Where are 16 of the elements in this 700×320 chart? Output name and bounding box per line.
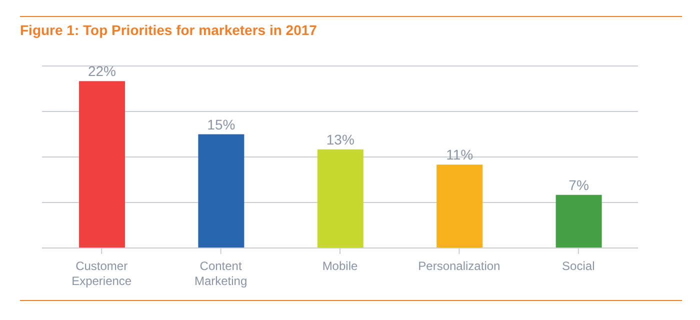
data-label: 11%: [446, 146, 474, 163]
x-tick-label: Customer Experience: [72, 259, 132, 288]
bar: [317, 149, 364, 248]
chart-title: Figure 1: Top Priorities for marketers in 2017: [20, 22, 317, 38]
data-label: 22%: [88, 63, 116, 80]
data-label: 13%: [326, 131, 354, 148]
x-tick-label: Mobile: [322, 259, 358, 273]
data-label: 7%: [568, 176, 589, 193]
x-tick-label: Content Marketing: [194, 259, 248, 288]
x-tick-label: Personalization: [418, 259, 500, 273]
data-label: 15%: [207, 116, 236, 132]
x-tick-label: Social: [562, 259, 595, 273]
bar: [556, 194, 602, 248]
bar: [198, 134, 244, 248]
bar: [79, 81, 125, 248]
bar: [436, 164, 483, 248]
